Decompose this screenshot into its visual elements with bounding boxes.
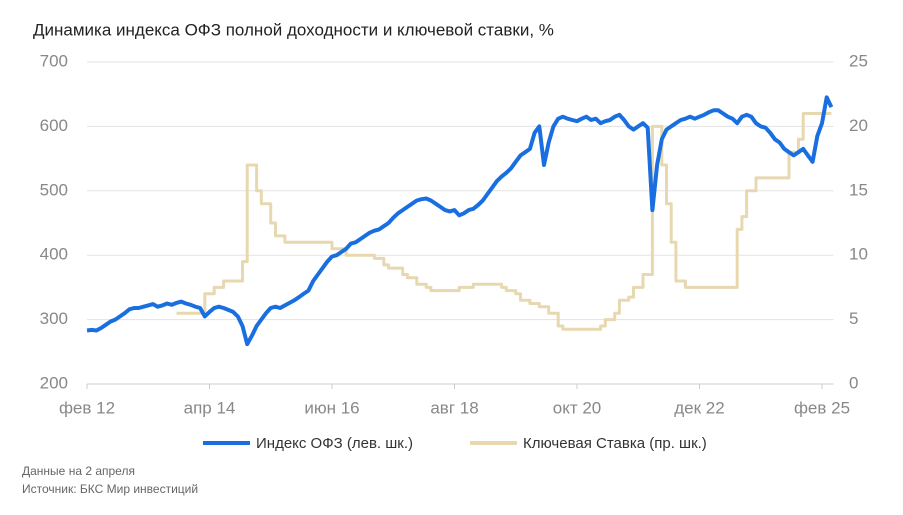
x-tick-label: фев 12 (59, 398, 115, 417)
y-tick-label: 200 (40, 373, 68, 392)
x-tick-label: окт 20 (553, 398, 602, 417)
y2-tick-label: 5 (849, 309, 858, 328)
series-line (176, 112, 832, 331)
y2-tick-label: 0 (849, 373, 858, 392)
y2-tick-label: 25 (849, 51, 868, 70)
legend-label: Индекс ОФЗ (лев. шк.) (256, 435, 413, 452)
chart-title: Динамика индекса ОФЗ полной доходности и… (33, 20, 554, 39)
x-tick-label: дек 22 (674, 398, 724, 417)
x-tick-label: авг 18 (430, 398, 478, 417)
y-tick-label: 500 (40, 180, 68, 199)
y-tick-label: 600 (40, 116, 68, 135)
legend-label: Ключевая Ставка (пр. шк.) (523, 435, 707, 452)
x-tick-label: апр 14 (184, 398, 236, 417)
y-tick-label: 700 (40, 51, 68, 70)
x-tick-label: июн 16 (304, 398, 359, 417)
series-line (86, 95, 834, 347)
y2-tick-label: 20 (849, 116, 868, 135)
y-tick-label: 400 (40, 245, 68, 264)
source: Источник: БКС Мир инвестиций (22, 482, 198, 496)
x-tick-label: фев 25 (794, 398, 850, 417)
y2-tick-label: 10 (849, 245, 868, 264)
y-tick-label: 300 (40, 309, 68, 328)
note: Данные на 2 апреля (22, 464, 135, 478)
y2-tick-label: 15 (849, 180, 868, 199)
